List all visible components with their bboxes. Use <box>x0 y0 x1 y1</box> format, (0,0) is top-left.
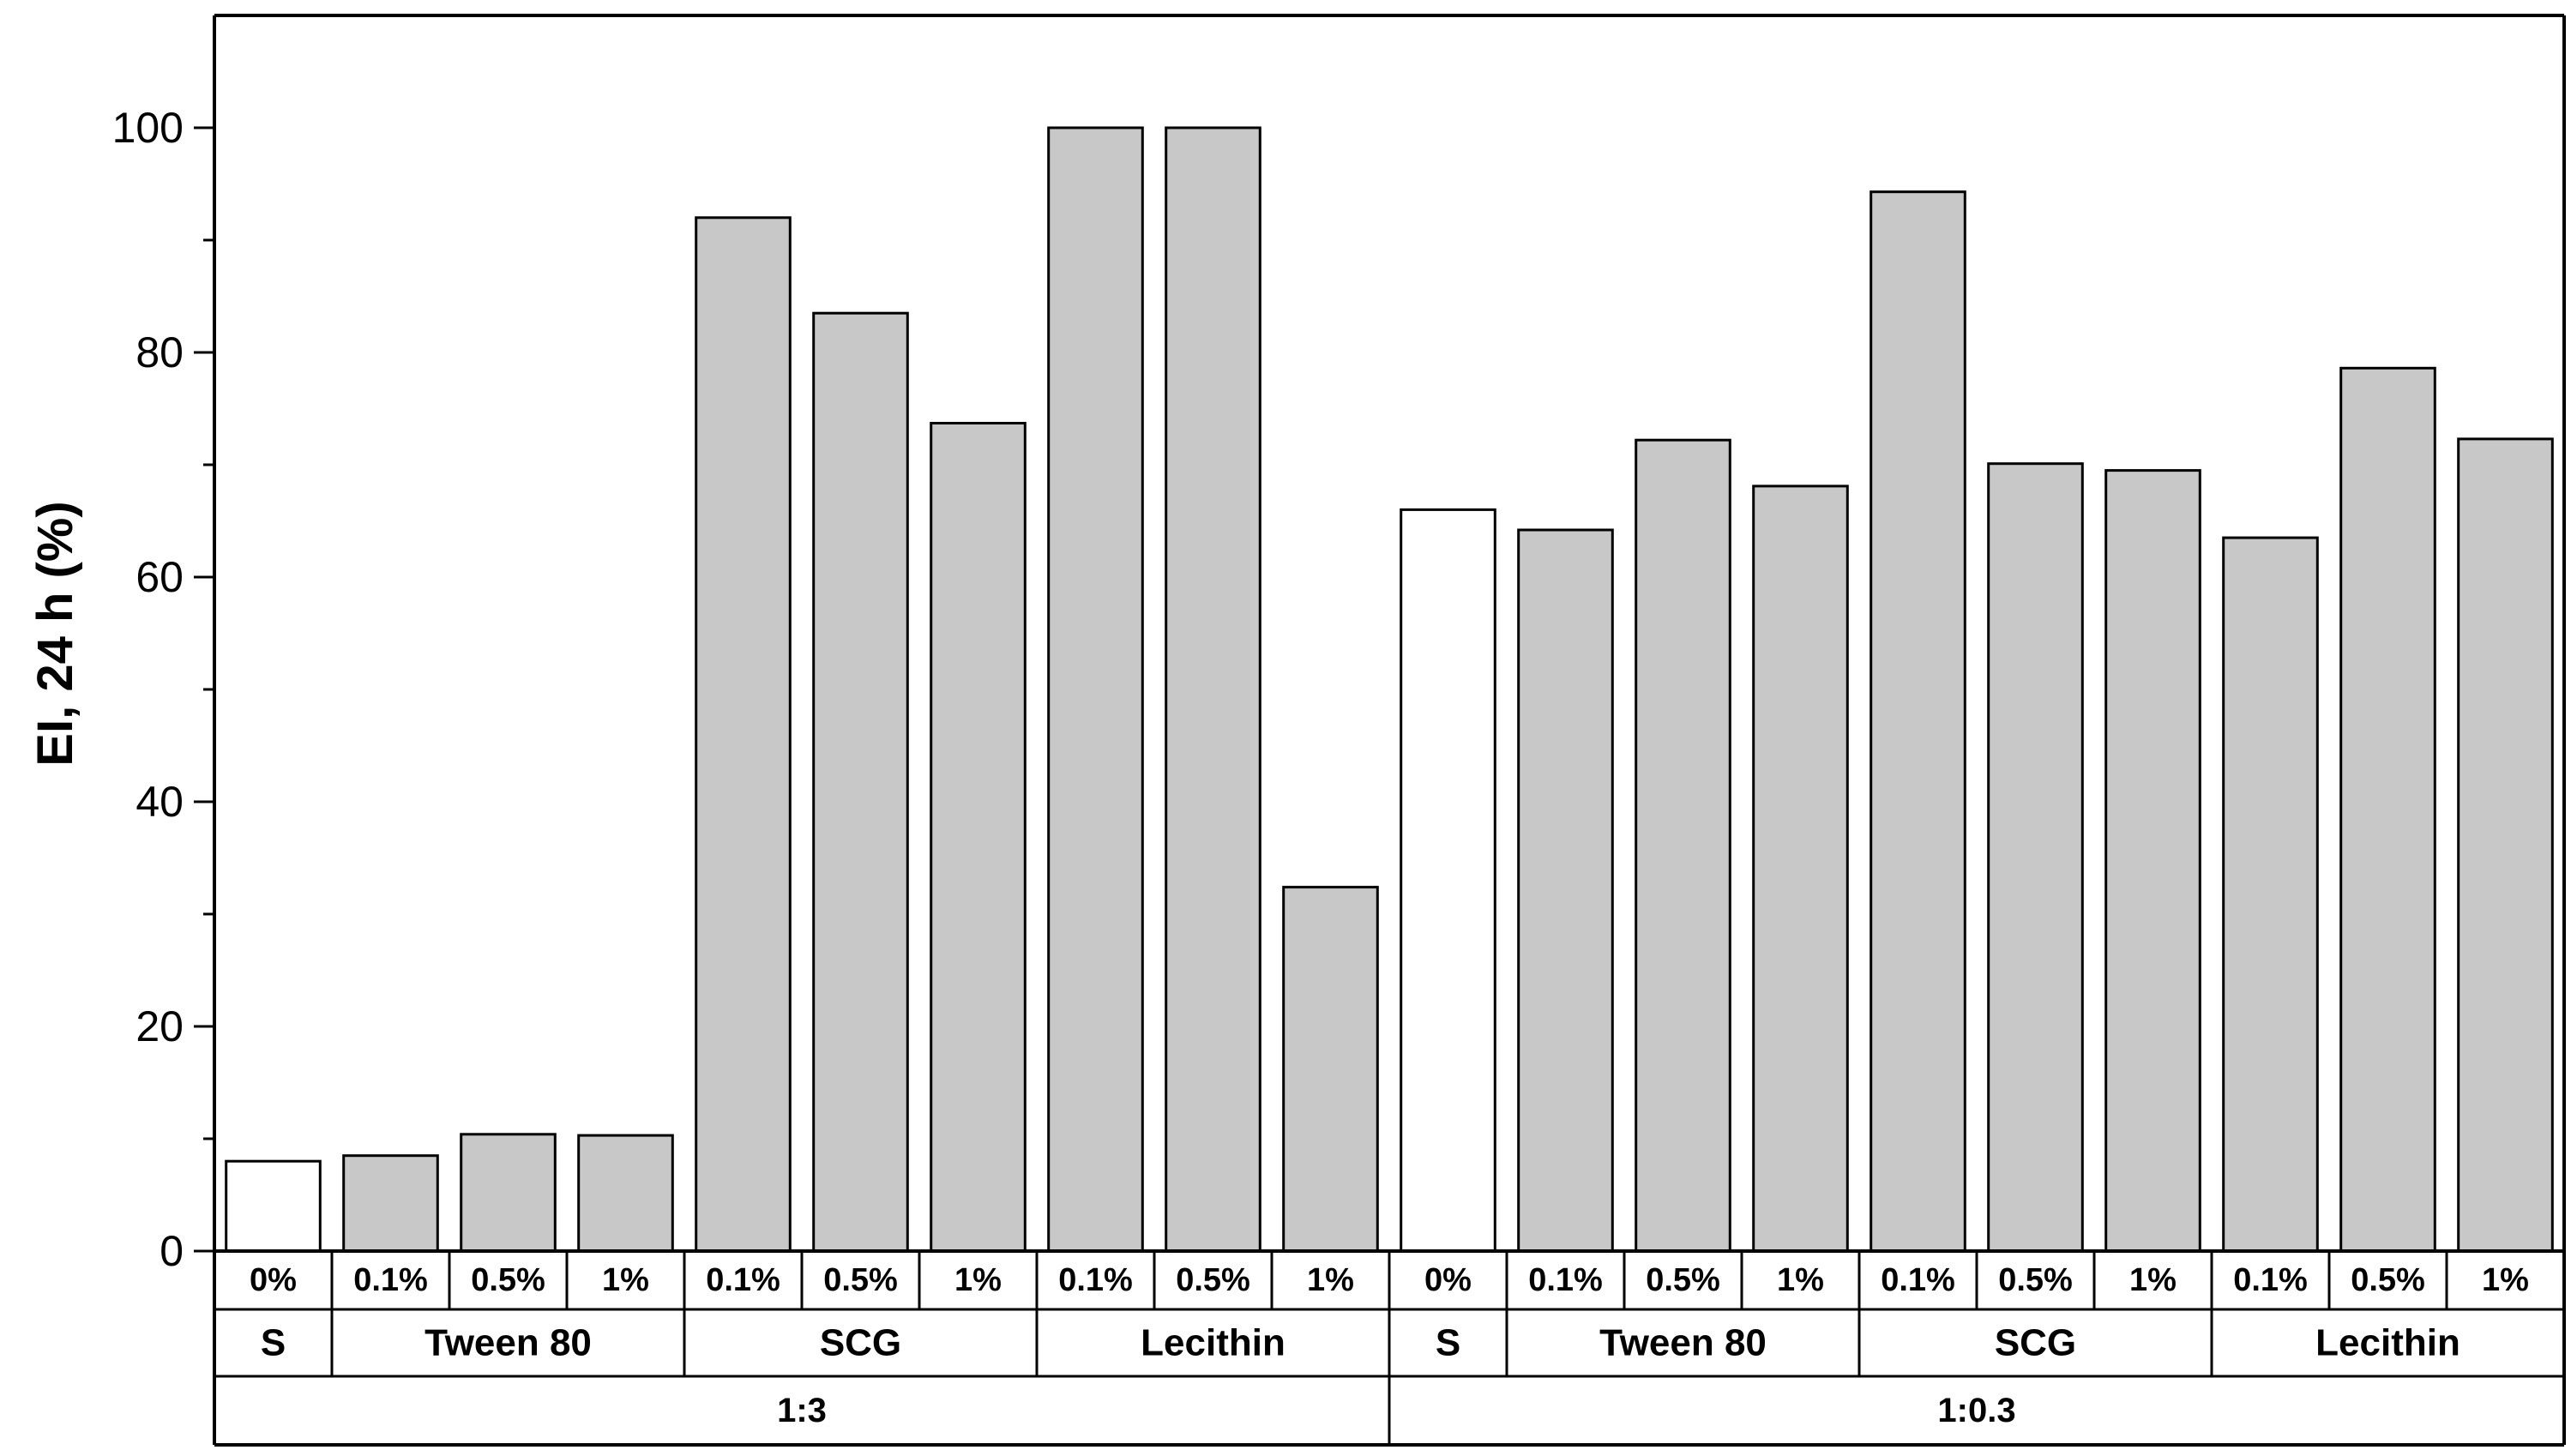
concentration-label: 0.5% <box>823 1262 898 1298</box>
bar <box>930 422 1027 1253</box>
concentration-label: 0.5% <box>2351 1262 2425 1298</box>
concentration-label: 0.1% <box>706 1262 780 1298</box>
y-tick-label: 20 <box>135 1002 184 1050</box>
bar <box>1165 126 1261 1253</box>
concentration-label: 1% <box>1777 1262 1824 1298</box>
concentration-label: 1% <box>602 1262 649 1298</box>
concentration-label: 1% <box>2482 1262 2529 1298</box>
ratio-label: 1:0.3 <box>1937 1392 2015 1429</box>
concentration-label: 0.5% <box>1998 1262 2073 1298</box>
concentration-label: 0.1% <box>1058 1262 1133 1298</box>
group-label: S <box>261 1322 286 1364</box>
group-label: S <box>1436 1322 1460 1364</box>
group-label: SCG <box>1995 1322 2076 1364</box>
group-label: Lecithin <box>1141 1322 1286 1364</box>
y-tick-label: 80 <box>135 328 184 376</box>
bar <box>812 311 909 1253</box>
concentration-label: 0.1% <box>353 1262 428 1298</box>
bars <box>225 126 2554 1253</box>
concentration-label: 0.1% <box>1881 1262 1955 1298</box>
bar <box>1987 462 2084 1253</box>
bar <box>225 1159 322 1253</box>
group-label: Tween 80 <box>1599 1322 1767 1364</box>
y-tick-label: 40 <box>135 778 184 826</box>
group-label: Tween 80 <box>424 1322 592 1364</box>
concentration-label: 1% <box>954 1262 1002 1298</box>
bar <box>1282 886 1379 1253</box>
bar <box>695 216 792 1253</box>
group-label: SCG <box>820 1322 901 1364</box>
concentration-label: 1% <box>1307 1262 1354 1298</box>
bar <box>2457 437 2554 1253</box>
y-tick-label: 0 <box>160 1227 184 1275</box>
y-tick-label: 60 <box>135 553 184 601</box>
bar <box>2339 366 2436 1253</box>
bar <box>2104 469 2201 1253</box>
bar <box>1047 126 1144 1253</box>
bar <box>2222 536 2319 1253</box>
bar <box>1752 484 1849 1253</box>
concentration-label: 0% <box>250 1262 297 1298</box>
y-tick-label: 100 <box>112 104 184 152</box>
concentration-label: 0.5% <box>1646 1262 1720 1298</box>
bar <box>342 1154 439 1253</box>
bar <box>1517 528 1614 1253</box>
concentration-label: 1% <box>2129 1262 2177 1298</box>
concentration-label: 0.1% <box>2233 1262 2308 1298</box>
ratio-label: 1:3 <box>777 1392 827 1429</box>
concentration-label: 0.5% <box>471 1262 545 1298</box>
bar <box>1400 508 1496 1253</box>
y-axis-label: EI, 24 h (%) <box>27 501 83 766</box>
concentration-label: 0% <box>1424 1262 1472 1298</box>
axes: 0 20 40 60 80 100 <box>112 14 2566 1275</box>
concentration-label: 0.5% <box>1176 1262 1250 1298</box>
bar <box>1635 438 1731 1253</box>
concentration-label: 0.1% <box>1528 1262 1603 1298</box>
group-label: Lecithin <box>2315 1322 2460 1364</box>
bar <box>1870 190 1966 1253</box>
category-table: 0% 0.1% 0.5% 1% 0.1% 0.5% 1% 0.1% 0.5% 1% 0% 0.1% 0.… <box>213 1249 2566 1447</box>
bar <box>460 1133 557 1253</box>
bar <box>577 1134 674 1253</box>
